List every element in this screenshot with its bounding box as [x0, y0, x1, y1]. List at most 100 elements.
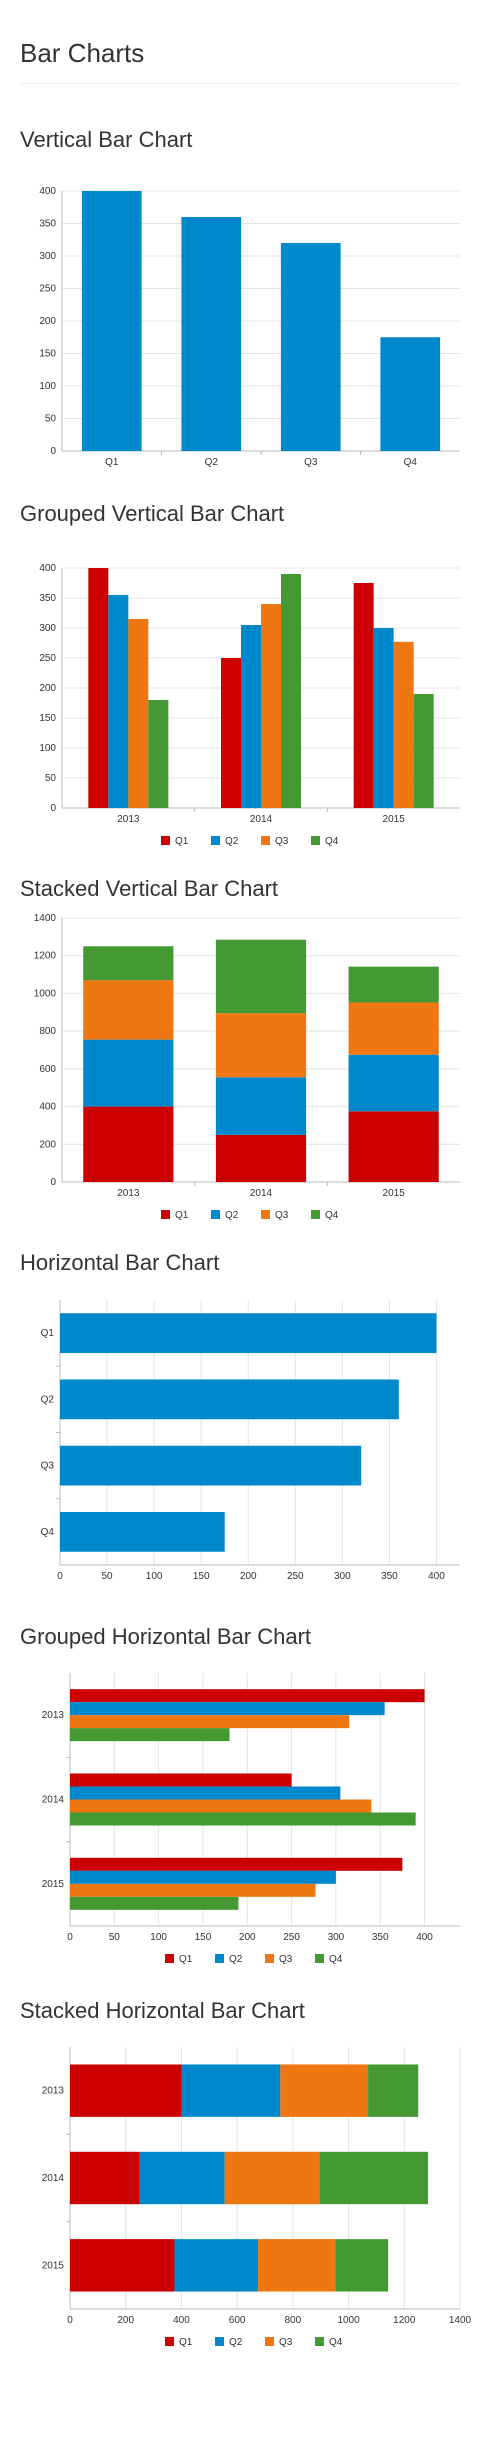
y-tick-label: 400 — [39, 563, 56, 574]
bar-segment-2015-q1 — [348, 1111, 439, 1182]
bar-2013-q3 — [128, 619, 149, 808]
bar-segment-2014-q3 — [224, 2151, 320, 2205]
legend-swatch-q3 — [265, 2337, 274, 2346]
bar-2015-q1 — [353, 583, 374, 808]
legend-swatch-q3 — [265, 1954, 274, 1963]
bar-segment-2014-q4 — [215, 939, 307, 1014]
x-tick-label: 0 — [67, 2315, 73, 2326]
y-tick-label: 1200 — [34, 951, 57, 962]
y-tick-label: 200 — [39, 316, 56, 327]
bar-2015-q4 — [70, 1896, 239, 1910]
bar-2015-q1 — [70, 1857, 403, 1871]
bar-segment-2013-q4 — [83, 946, 174, 981]
y-tick-label: 100 — [39, 381, 56, 392]
bar-segment-2015-q3 — [258, 2239, 336, 2292]
legend-swatch-q3 — [261, 1210, 270, 1219]
bar-q2 — [181, 217, 242, 451]
y-tick-label: 2013 — [42, 1710, 65, 1721]
stacked-horizontal-bar-chart: 0 200 400 600 800 1000 1200 1400 2013 2014 2015 Q1 Q… — [42, 2047, 472, 2348]
legend-label-q2: Q2 — [225, 1210, 239, 1221]
bar-2014-q3 — [70, 1799, 372, 1813]
y-tick-label: 0 — [50, 446, 56, 457]
x-tick-label: 0 — [57, 1571, 63, 1582]
x-tick-label: 2013 — [117, 1188, 140, 1199]
x-tick-label: 400 — [173, 2315, 190, 2326]
bar-2014-q2 — [241, 625, 261, 808]
x-tick-label: 50 — [109, 1932, 121, 1943]
x-tick-label: 250 — [287, 1571, 304, 1582]
stacked-vertical-bar-chart: 0 200 400 600 800 1000 1200 1400 2013 2014 2015 Q1 Q… — [34, 913, 460, 1221]
y-tick-label: 150 — [39, 713, 56, 724]
vertical-bar-chart: 0 50 100 150 200 250 300 350 400 Q1 Q2 Q3 Q4 — [39, 186, 460, 468]
y-tick-label: 250 — [39, 653, 56, 664]
bar-segment-2013-q3 — [83, 980, 174, 1040]
y-tick-label: 0 — [50, 1177, 56, 1188]
y-tick-label: 50 — [45, 414, 57, 425]
legend-swatch-q2 — [211, 836, 220, 845]
x-tick-label: 2013 — [117, 814, 140, 825]
stacked-horizontal-bar-chart-title: Stacked Horizontal Bar Chart — [20, 1998, 305, 2023]
x-tick-label: 150 — [193, 1571, 210, 1582]
bar-2013-q4 — [148, 700, 169, 808]
y-tick-label: 150 — [39, 349, 56, 360]
bar-q3 — [60, 1445, 362, 1486]
bar-segment-2015-q4 — [335, 2239, 389, 2292]
legend-label-q3: Q3 — [275, 836, 289, 847]
grouped-horizontal-bar-chart: 0 50 100 150 200 250 300 350 400 2013 2014 2015 Q1 Q2… — [42, 1673, 460, 1965]
bar-segment-2014-q3 — [215, 1013, 307, 1078]
legend-label-q3: Q3 — [279, 1954, 293, 1965]
x-tick-label: 100 — [150, 1932, 167, 1943]
x-tick-label: 200 — [240, 1571, 257, 1582]
x-tick-label: 800 — [285, 2315, 302, 2326]
bar-2015-q3 — [70, 1883, 316, 1897]
legend-label-q2: Q2 — [229, 1954, 243, 1965]
bar-2013-q1 — [88, 568, 109, 808]
y-tick-label: 2014 — [42, 1795, 65, 1806]
x-tick-label: Q2 — [205, 457, 219, 468]
bar-2014-q3 — [261, 604, 281, 808]
bar-segment-2014-q1 — [70, 2151, 140, 2205]
x-tick-label: 200 — [239, 1932, 256, 1943]
y-tick-label: 300 — [39, 251, 56, 262]
bar-q4 — [60, 1512, 225, 1552]
y-tick-label: 0 — [50, 803, 56, 814]
bar-q3 — [280, 243, 341, 451]
y-tick-label: Q4 — [41, 1527, 55, 1538]
x-tick-label: 1200 — [393, 2315, 416, 2326]
x-tick-label: 1400 — [449, 2315, 472, 2326]
x-tick-label: 150 — [195, 1932, 212, 1943]
legend-label-q4: Q4 — [329, 1954, 343, 1965]
y-tick-label: 2013 — [42, 2086, 65, 2097]
bar-segment-2014-q2 — [215, 1077, 307, 1135]
legend-swatch-q1 — [165, 2337, 174, 2346]
legend-swatch-q2 — [211, 1210, 220, 1219]
bar-2013-q2 — [108, 595, 129, 808]
x-tick-label: 400 — [416, 1932, 433, 1943]
legend-label-q1: Q1 — [175, 836, 189, 847]
x-tick-label: 50 — [101, 1571, 113, 1582]
x-tick-label: Q1 — [105, 457, 119, 468]
horizontal-bar-chart: 0 50 100 150 200 250 300 350 400 Q1 Q2 Q3 Q4 — [41, 1300, 460, 1582]
bar-segment-2013-q4 — [368, 2064, 419, 2117]
legend-label-q2: Q2 — [229, 2337, 243, 2348]
legend-label-q3: Q3 — [275, 1210, 289, 1221]
x-tick-label: 200 — [117, 2315, 134, 2326]
stacked-vertical-bar-chart-title: Stacked Vertical Bar Chart — [20, 876, 279, 901]
legend-swatch-q2 — [215, 1954, 224, 1963]
bar-2013-q3 — [70, 1715, 350, 1729]
bar-segment-2015-q2 — [174, 2239, 259, 2292]
legend-swatch-q1 — [161, 1210, 170, 1219]
bar-q2 — [60, 1379, 399, 1420]
legend-label-q2: Q2 — [225, 836, 239, 847]
y-tick-label: 350 — [39, 219, 56, 230]
bar-segment-2013-q3 — [280, 2064, 369, 2117]
bar-2014-q1 — [221, 658, 241, 808]
y-tick-label: 100 — [39, 743, 56, 754]
x-tick-label: 100 — [146, 1571, 163, 1582]
y-tick-label: 2014 — [42, 2173, 65, 2184]
bar-2013-q4 — [70, 1728, 230, 1742]
y-tick-label: 400 — [39, 1102, 56, 1113]
bar-q1 — [81, 191, 142, 451]
bar-segment-2013-q1 — [83, 1106, 174, 1182]
y-tick-label: Q1 — [41, 1328, 55, 1339]
